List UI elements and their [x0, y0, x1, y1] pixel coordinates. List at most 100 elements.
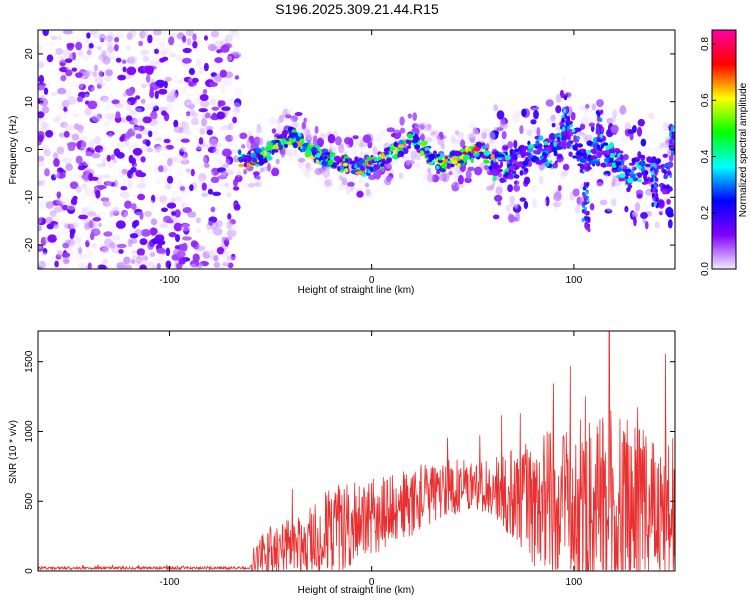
spectrogram-cell [522, 145, 529, 150]
spectrogram-cell [98, 33, 106, 42]
spectrogram-cell [173, 222, 183, 232]
spectrogram-cell [302, 146, 306, 153]
spectrogram-cell [323, 155, 328, 160]
spectrogram-cell [63, 106, 68, 112]
spectrogram-cell [181, 236, 192, 241]
spectrogram-cell [605, 145, 610, 151]
spectrogram-cell [586, 210, 590, 216]
spectrogram-cell [162, 56, 169, 62]
spectrogram-cell [128, 98, 136, 106]
spectrogram-cell [291, 129, 297, 133]
spectrogram-cell [328, 151, 336, 158]
spectrogram-cell [234, 174, 243, 183]
spectrogram-cell [407, 113, 412, 119]
spectrogram-cell [153, 146, 162, 152]
spectrogram-cell [231, 121, 239, 128]
spectrogram-cell [185, 30, 194, 37]
spectrogram-cell [284, 143, 288, 148]
spectrogram-cell [183, 128, 192, 135]
spectrogram-cell [205, 112, 212, 118]
spectrogram-cell [568, 151, 573, 157]
spectrogram-cell [104, 113, 115, 120]
spectrogram-cell [209, 205, 219, 214]
spectrogram-cell [392, 126, 401, 134]
spectrogram-cell [217, 180, 227, 186]
spectrogram-cell [149, 227, 158, 236]
spectrogram-cell [115, 220, 126, 229]
spectrogram-cell [148, 57, 157, 66]
spectrogram-cell [561, 117, 565, 123]
spectrogram-cell [651, 202, 655, 207]
spectrogram-cell [637, 178, 643, 183]
spectrogram-cell [127, 57, 135, 64]
spectrogram-cell [285, 114, 292, 119]
spectrogram-cell [126, 32, 133, 40]
spectrogram-cell [154, 143, 162, 150]
spectrogram-cell [98, 82, 106, 87]
spectrogram-cell [394, 124, 399, 130]
spectrogram-cell [149, 60, 160, 67]
spectrogram-cell [121, 209, 129, 218]
spectrogram-cell [149, 87, 154, 94]
spectrogram-cell [151, 265, 158, 269]
spectrogram-cell [324, 179, 332, 187]
spectrogram-cell [71, 133, 80, 141]
spectrogram-cell [290, 115, 299, 122]
spectrogram-cell [275, 119, 281, 125]
spectrogram-cell [546, 118, 555, 125]
spectrogram-cell [636, 193, 643, 199]
spectrogram-cell [64, 58, 73, 63]
spectrogram-cell [248, 183, 255, 188]
spectrogram-cell [60, 220, 67, 226]
spectrogram-cell [316, 152, 321, 159]
spectrogram-cell [352, 135, 359, 140]
spectrogram-cell [56, 56, 63, 63]
spectrogram-cell [38, 217, 47, 226]
spectrogram-cell [211, 106, 220, 111]
spectrogram-cell [530, 119, 537, 125]
spectrogram-cell [427, 172, 434, 183]
spectrogram-cell [269, 117, 277, 125]
spectrogram-cell [150, 78, 155, 84]
spectrogram-cell [221, 85, 227, 95]
spectrogram-cell [446, 163, 451, 169]
spectrogram-cell [137, 193, 146, 201]
spectrogram-cell [406, 145, 412, 149]
spectrogram-cell [585, 225, 589, 231]
spectrogram-cell [127, 128, 136, 137]
spectrogram-cell [619, 173, 626, 179]
spectrogram-cell [520, 151, 526, 158]
spectrogram-cell [216, 111, 225, 120]
spectrogram-cell [340, 148, 346, 153]
spectrogram-cell [63, 123, 69, 131]
spectrogram-cell [243, 162, 247, 168]
spectrogram-cell [90, 176, 99, 181]
spectrogram-cell [260, 146, 265, 153]
spectrogram-cell [257, 154, 264, 161]
spectrogram-cell [511, 170, 517, 175]
spectrogram-cell [457, 131, 465, 140]
spectrogram-cell [271, 149, 279, 153]
spectrogram-cell [506, 204, 511, 212]
spectrogram-cell [66, 42, 75, 49]
spectrogram-cell [662, 141, 670, 149]
spectrogram-cell [577, 163, 583, 167]
spectrogram-cell [90, 86, 98, 93]
spectrogram-cell [76, 96, 84, 103]
spectrogram-cell [221, 148, 232, 157]
spectrogram-cell [282, 129, 289, 135]
spectrogram-cell [622, 191, 629, 200]
spectrogram-cell [596, 128, 600, 134]
spectrogram-cell [375, 134, 383, 143]
spectrogram-cell [154, 48, 159, 54]
spectrogram-cell [208, 81, 218, 87]
spectrogram-cell [208, 249, 215, 258]
spectrogram-cell [135, 169, 143, 178]
spectrogram-cell [38, 160, 45, 167]
spectrogram-cell [583, 149, 587, 153]
spectrogram-cell [154, 90, 159, 100]
spectrogram-cell [450, 160, 458, 165]
spectrogram-cell [178, 256, 187, 265]
spectrogram-cell [596, 138, 601, 143]
spectrogram-cell [112, 210, 120, 216]
